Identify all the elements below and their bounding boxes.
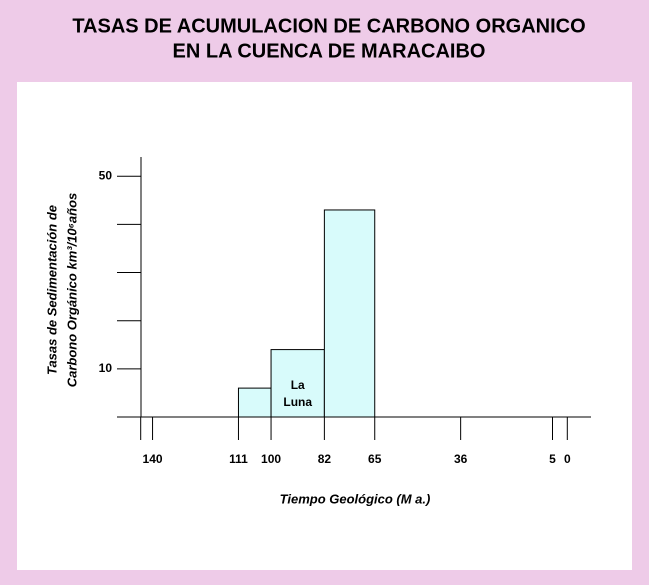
y-tick-label: 50 [99, 168, 113, 182]
x-tick-label: 36 [454, 452, 468, 466]
x-tick-label: 140 [143, 452, 163, 466]
y-axis-label: Carbono Orgánico km³/10⁶años [64, 193, 79, 388]
bar [237, 387, 272, 418]
annotation: La [291, 378, 305, 392]
annotation: Luna [283, 395, 312, 409]
x-tick-label: 82 [318, 452, 332, 466]
chart-title: EN LA CUENCA DE MARACAIBO [173, 40, 486, 62]
y-axis-label: Tasas de Sedimentación de [44, 205, 59, 375]
bar [270, 349, 325, 418]
y-tick-label: 10 [99, 361, 113, 375]
chart-title: TASAS DE ACUMULACION DE CARBONO ORGANICO [72, 15, 585, 37]
x-tick-label: 100 [261, 452, 281, 466]
x-tick-label: 65 [368, 452, 382, 466]
x-tick-label: 5 [549, 452, 556, 466]
bar [323, 209, 376, 418]
x-tick-label: 111 [229, 452, 248, 466]
x-axis-label: Tiempo Geológico (M a.) [280, 491, 431, 506]
x-tick-label: 0 [564, 452, 571, 466]
